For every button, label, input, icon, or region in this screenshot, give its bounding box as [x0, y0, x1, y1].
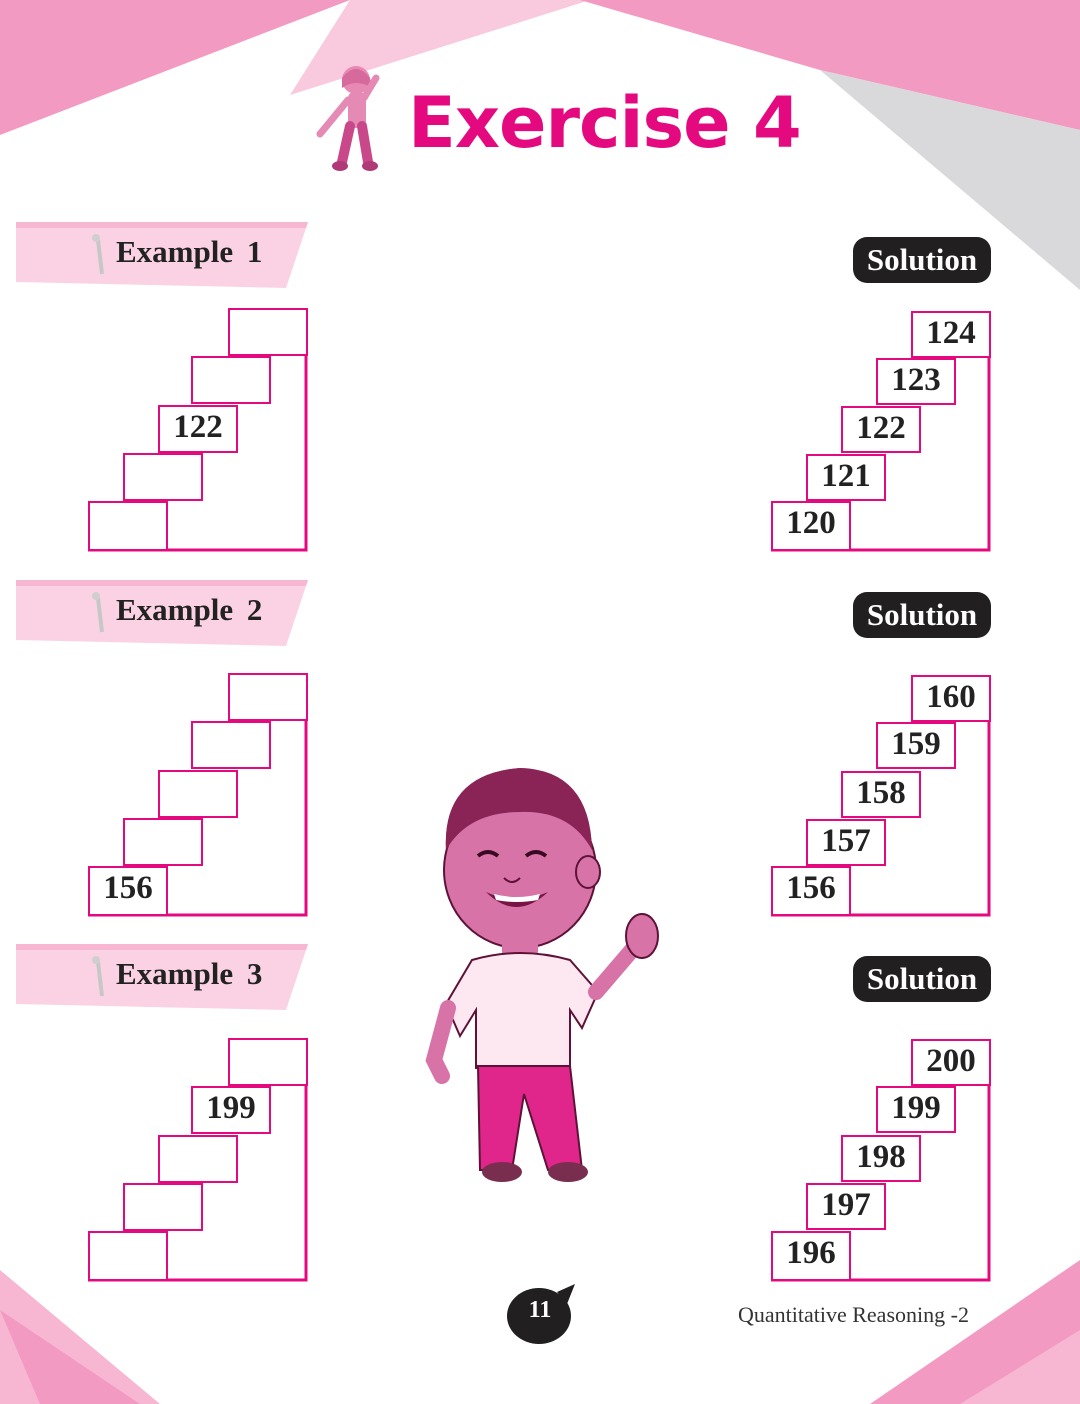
- page-title: Exercise 4: [408, 82, 802, 164]
- staircase-solution-2: 160 159 158 157 156: [771, 675, 991, 917]
- step-box[interactable]: [123, 453, 203, 501]
- solution-badge: Solution: [853, 237, 991, 283]
- solution-value: 121: [806, 454, 886, 501]
- page-number-badge: [507, 1284, 575, 1344]
- step-box[interactable]: [123, 818, 203, 866]
- solution-value: 124: [911, 311, 991, 358]
- step-box[interactable]: [158, 1135, 238, 1183]
- staircase-example-2: 156: [88, 673, 308, 917]
- step-box[interactable]: [228, 673, 308, 721]
- step-box[interactable]: [158, 770, 238, 818]
- step-box[interactable]: 122: [158, 405, 238, 453]
- solution-value: 123: [876, 358, 956, 405]
- staircase-solution-1: 124 123 122 121 120: [771, 311, 991, 552]
- step-box[interactable]: [191, 356, 271, 404]
- solution-value: 197: [806, 1183, 886, 1230]
- example-banner: [16, 944, 308, 1010]
- step-box[interactable]: [88, 1231, 168, 1281]
- solution-value: 158: [841, 771, 921, 818]
- solution-value: 196: [771, 1231, 851, 1281]
- step-box[interactable]: 156: [88, 866, 168, 916]
- solution-value: 159: [876, 722, 956, 769]
- solution-value: 199: [876, 1086, 956, 1133]
- solution-badge: Solution: [853, 956, 991, 1002]
- example-2-label: Example 2: [116, 592, 263, 627]
- solution-value: 198: [841, 1135, 921, 1182]
- solution-badge: Solution: [853, 592, 991, 638]
- solution-value: 122: [841, 406, 921, 453]
- staircase-example-1: 122: [88, 308, 308, 552]
- step-box[interactable]: [123, 1183, 203, 1231]
- step-box[interactable]: [88, 501, 168, 551]
- solution-value: 160: [911, 675, 991, 722]
- solution-value: 120: [771, 501, 851, 551]
- step-box[interactable]: [228, 308, 308, 356]
- staircase-example-3: 199: [88, 1038, 308, 1282]
- solution-value: 156: [771, 866, 851, 916]
- page-number: 11: [528, 1297, 552, 1323]
- example-3-label: Example 3: [116, 956, 263, 991]
- solution-value: 157: [806, 819, 886, 866]
- book-title: Quantitative Reasoning -2: [738, 1302, 969, 1327]
- staircase-solution-3: 200 199 198 197 196: [771, 1039, 991, 1282]
- solution-value: 200: [911, 1039, 991, 1086]
- girl-illustration: [316, 66, 380, 171]
- example-1-label: Example 1: [116, 234, 263, 269]
- step-box[interactable]: [228, 1038, 308, 1086]
- step-box[interactable]: [191, 721, 271, 769]
- boy-illustration: [425, 768, 659, 1182]
- example-banner: [16, 222, 308, 288]
- step-box[interactable]: 199: [191, 1086, 271, 1134]
- example-banner: [16, 580, 308, 646]
